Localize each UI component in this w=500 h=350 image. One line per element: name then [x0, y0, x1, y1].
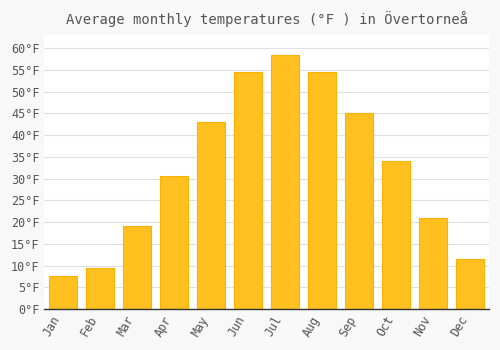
Bar — [123, 226, 151, 309]
Bar — [382, 161, 410, 309]
Bar — [346, 113, 373, 309]
Bar — [272, 55, 299, 309]
Bar — [308, 72, 336, 309]
Bar — [86, 268, 114, 309]
Bar — [456, 259, 484, 309]
Bar — [197, 122, 225, 309]
Bar — [49, 276, 77, 309]
Bar — [420, 218, 447, 309]
Bar — [234, 72, 262, 309]
Title: Average monthly temperatures (°F ) in Övertorneå: Average monthly temperatures (°F ) in Öv… — [66, 11, 468, 27]
Bar — [160, 176, 188, 309]
